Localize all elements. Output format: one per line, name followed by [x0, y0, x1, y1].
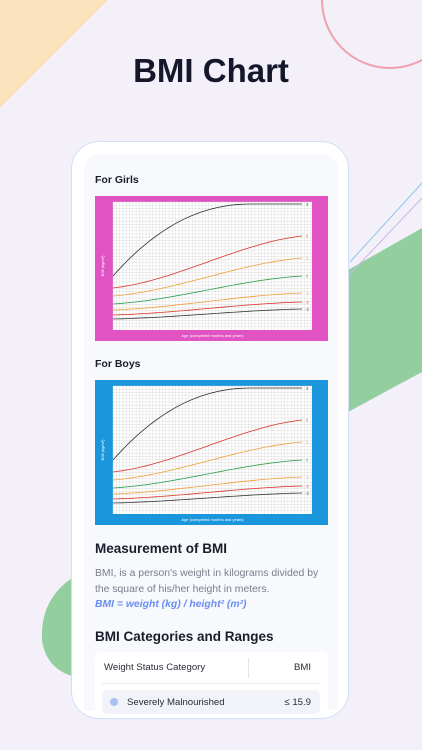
curve-label: 1 — [306, 440, 309, 445]
table-cell: Severely Malnourished — [127, 697, 225, 708]
curve — [112, 301, 303, 316]
curve — [112, 275, 303, 305]
curve-label: 3 — [306, 202, 309, 207]
curve-label: -3 — [305, 307, 309, 312]
curve — [112, 235, 303, 289]
curve — [112, 308, 303, 320]
table-header: Weight Status Category — [104, 662, 206, 673]
curve-label: -2 — [305, 300, 309, 305]
curve-label: 2 — [306, 234, 309, 239]
girls-bmi-chart: 3 2 1 0 -1 -2 -3 Age (completed months and year… — [95, 196, 328, 341]
curve — [112, 485, 303, 500]
curve — [112, 441, 303, 481]
divider — [102, 683, 320, 684]
curve — [112, 257, 303, 297]
y-axis-label: BMI (kg/m²) — [100, 255, 105, 277]
status-dot — [110, 698, 118, 706]
curve-label: 3 — [306, 386, 309, 391]
curve — [112, 492, 303, 504]
chart-label: For Boys — [95, 358, 141, 370]
curve-label: -1 — [305, 475, 309, 480]
curve — [112, 459, 303, 489]
formula: BMI = weight (kg) / height² (m²) — [95, 599, 247, 610]
section-heading: Measurement of BMI — [95, 541, 228, 556]
divider — [248, 658, 249, 678]
curve — [112, 476, 303, 495]
curve-label: -3 — [305, 491, 309, 496]
curve-label: 0 — [306, 458, 309, 463]
x-axis-label: Age (completed months and years) — [181, 517, 244, 522]
section-heading: BMI Categories and Ranges — [95, 629, 274, 644]
curve — [112, 292, 303, 311]
page-title: BMI Chart — [133, 52, 289, 89]
chart-label: For Girls — [95, 174, 139, 186]
table-cell: ≤ 15.9 — [284, 697, 311, 708]
curve-label: 0 — [306, 274, 309, 279]
curve-label: 1 — [306, 256, 309, 261]
paragraph: BMI, is a person's weight in kilograms d… — [95, 568, 319, 595]
curve-label: -1 — [305, 291, 309, 296]
curve-label: 2 — [306, 418, 309, 423]
y-axis-label: BMI (kg/m²) — [100, 439, 105, 461]
curve — [112, 419, 303, 473]
curve — [112, 387, 302, 461]
x-axis-label: Age (completed months and years) — [181, 333, 244, 338]
table-header: BMI — [293, 662, 311, 673]
table-row — [102, 690, 320, 714]
curve-label: -2 — [305, 484, 309, 489]
curve — [112, 203, 302, 277]
boys-bmi-chart: 3 2 1 0 -1 -2 -3 Age (completed months and year… — [95, 380, 328, 525]
